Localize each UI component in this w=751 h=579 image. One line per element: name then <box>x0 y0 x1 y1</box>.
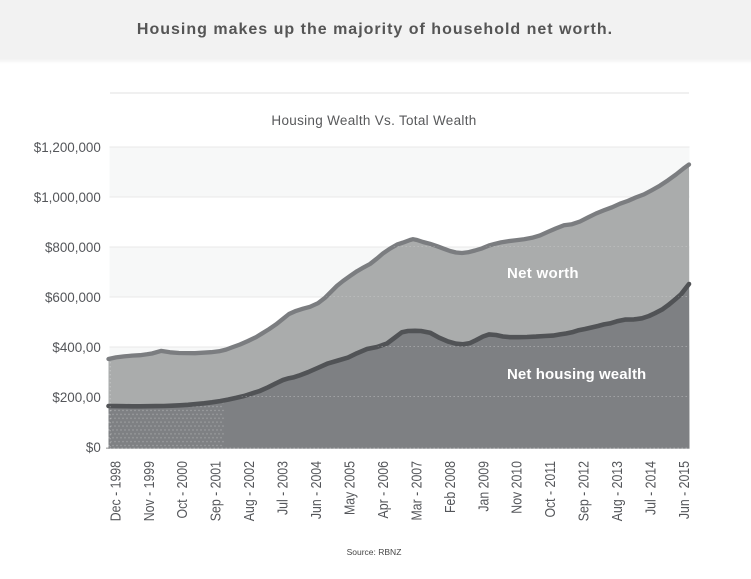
svg-text:$200,00: $200,00 <box>52 390 100 405</box>
svg-text:Jun - 2015: Jun - 2015 <box>676 461 692 519</box>
svg-text:$0: $0 <box>86 440 101 455</box>
svg-text:$800,000: $800,000 <box>45 240 101 255</box>
svg-text:Net worth: Net worth <box>507 265 579 282</box>
svg-text:$1,000,000: $1,000,000 <box>34 190 101 205</box>
svg-text:Jun - 2004: Jun - 2004 <box>308 461 324 520</box>
svg-text:Jul - 2014: Jul - 2014 <box>643 461 659 516</box>
svg-text:Oct - 2000: Oct - 2000 <box>174 461 190 518</box>
svg-text:Nov 2010: Nov 2010 <box>509 461 525 514</box>
svg-text:Housing makes up the majority: Housing makes up the majority of househo… <box>137 21 613 38</box>
svg-text:Jan 2009: Jan 2009 <box>475 461 491 512</box>
svg-text:Apr - 2006: Apr - 2006 <box>375 461 391 518</box>
svg-text:Jul - 2003: Jul - 2003 <box>275 461 291 515</box>
svg-text:Housing Wealth Vs. Total Wealt: Housing Wealth Vs. Total Wealth <box>271 113 476 128</box>
svg-text:Aug - 2013: Aug - 2013 <box>609 461 625 521</box>
svg-text:Feb 2008: Feb 2008 <box>442 461 458 513</box>
svg-text:Source: RBNZ: Source: RBNZ <box>347 547 402 557</box>
svg-text:$1,200,000: $1,200,000 <box>34 140 101 155</box>
svg-text:$600,000: $600,000 <box>45 290 101 305</box>
svg-text:Sep - 2012: Sep - 2012 <box>576 461 592 521</box>
svg-text:Aug - 2002: Aug - 2002 <box>241 461 257 521</box>
svg-text:Mar - 2007: Mar - 2007 <box>408 461 424 521</box>
svg-text:May 2005: May 2005 <box>342 461 358 515</box>
svg-text:Nov - 1999: Nov - 1999 <box>141 461 157 521</box>
svg-text:Dec - 1998: Dec - 1998 <box>107 461 123 521</box>
svg-text:Net housing wealth: Net housing wealth <box>507 366 646 383</box>
svg-text:$400,00: $400,00 <box>52 340 100 355</box>
svg-text:Sep - 2001: Sep - 2001 <box>208 461 224 521</box>
svg-text:Oct - 2011: Oct - 2011 <box>542 461 558 518</box>
